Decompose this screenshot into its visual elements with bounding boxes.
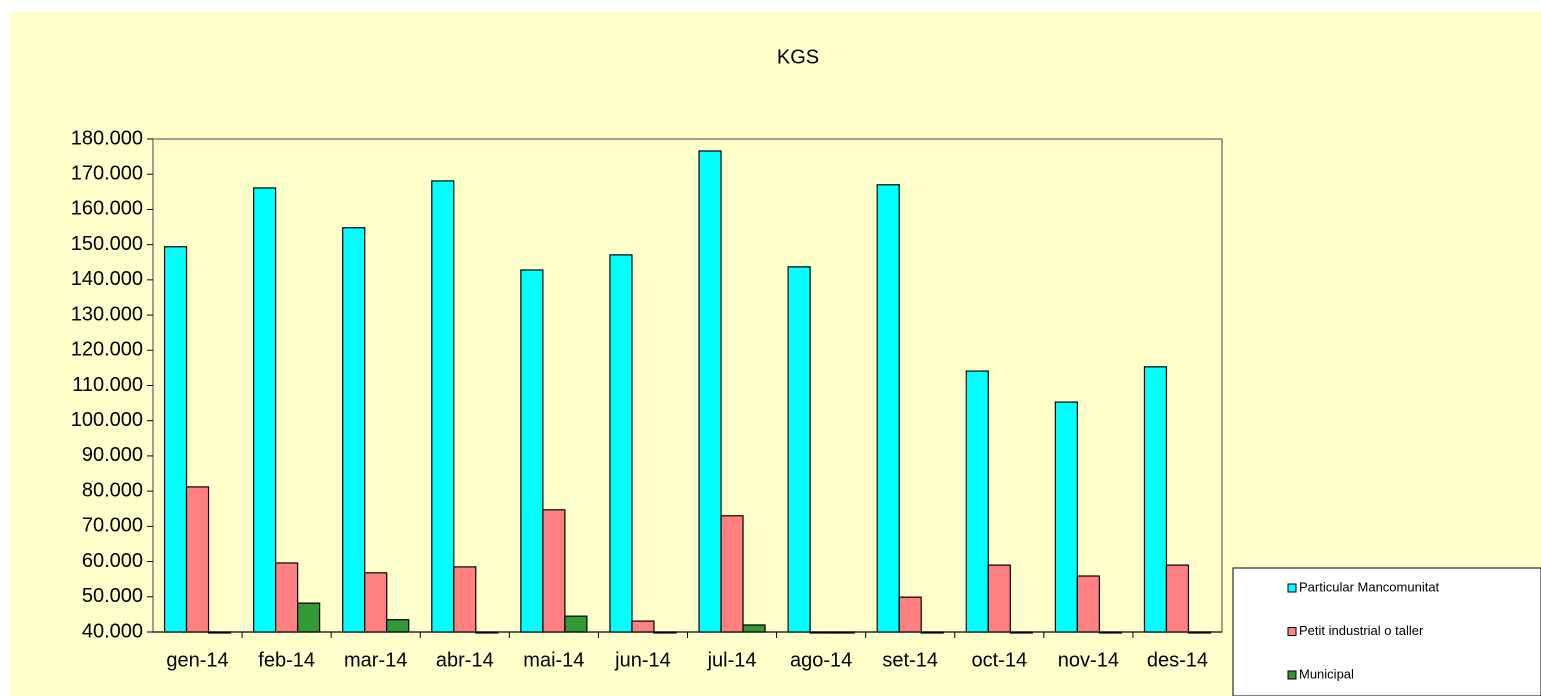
bar xyxy=(898,596,922,633)
y-tick-label: 50.000 xyxy=(82,585,143,607)
bar xyxy=(431,180,455,633)
x-tick-label: set-14 xyxy=(882,649,938,671)
bar xyxy=(1165,564,1190,633)
y-tick-label: 180.000 xyxy=(71,127,143,149)
y-tick-label: 100.000 xyxy=(71,409,143,431)
y-tick-label: 130.000 xyxy=(71,303,143,325)
legend-swatch xyxy=(1287,583,1297,593)
y-tick-label: 60.000 xyxy=(82,550,143,572)
x-tick-label: jul-14 xyxy=(707,649,757,671)
bar xyxy=(564,615,588,633)
bar xyxy=(275,562,299,633)
bar xyxy=(698,150,722,633)
bar xyxy=(520,269,544,633)
bar xyxy=(876,184,900,633)
bar xyxy=(1143,366,1168,633)
bar xyxy=(631,620,655,633)
bar xyxy=(453,566,477,633)
plot-area xyxy=(152,138,1223,633)
legend-label: Particular Mancomunitat xyxy=(1299,579,1440,594)
x-tick-label: feb-14 xyxy=(258,649,315,671)
bar xyxy=(542,509,566,633)
bar xyxy=(720,515,744,633)
bar xyxy=(787,266,811,633)
x-tick-label: mar-14 xyxy=(344,649,407,671)
bar xyxy=(342,227,366,633)
y-tick-label: 150.000 xyxy=(71,233,143,255)
chart-title: KGS xyxy=(777,46,819,68)
x-tick-label: oct-14 xyxy=(971,649,1027,671)
bar xyxy=(609,254,633,633)
x-tick-label: gen-14 xyxy=(166,649,228,671)
bar xyxy=(297,602,321,633)
bar xyxy=(1076,575,1100,633)
x-tick-label: abr-14 xyxy=(436,649,494,671)
bar xyxy=(965,370,989,633)
bar xyxy=(742,624,766,633)
y-tick-label: 120.000 xyxy=(71,339,143,361)
y-tick-label: 90.000 xyxy=(82,444,143,466)
x-tick-label: jun-14 xyxy=(614,649,671,671)
y-tick-label: 80.000 xyxy=(82,479,143,501)
bar xyxy=(163,246,188,633)
y-tick-label: 160.000 xyxy=(71,198,143,220)
x-tick-label: des-14 xyxy=(1147,649,1208,671)
legend-swatch xyxy=(1287,670,1297,680)
y-tick-label: 170.000 xyxy=(71,162,143,184)
legend-swatch xyxy=(1287,627,1297,636)
legend xyxy=(1232,567,1541,696)
y-tick-label: 70.000 xyxy=(82,515,143,537)
x-tick-label: ago-14 xyxy=(790,649,852,671)
x-tick-label: mai-14 xyxy=(523,649,584,671)
bar xyxy=(253,187,277,633)
bar xyxy=(386,619,410,633)
y-tick-label: 140.000 xyxy=(71,268,143,290)
bar xyxy=(364,572,388,633)
bar xyxy=(987,564,1011,633)
x-tick-label: nov-14 xyxy=(1058,649,1119,671)
legend-label: Municipal xyxy=(1299,666,1354,681)
y-tick-label: 40.000 xyxy=(82,620,143,642)
legend-label: Petit industrial o taller xyxy=(1299,623,1424,638)
bar xyxy=(185,486,210,633)
bar xyxy=(1054,401,1078,633)
y-tick-label: 110.000 xyxy=(72,374,143,396)
